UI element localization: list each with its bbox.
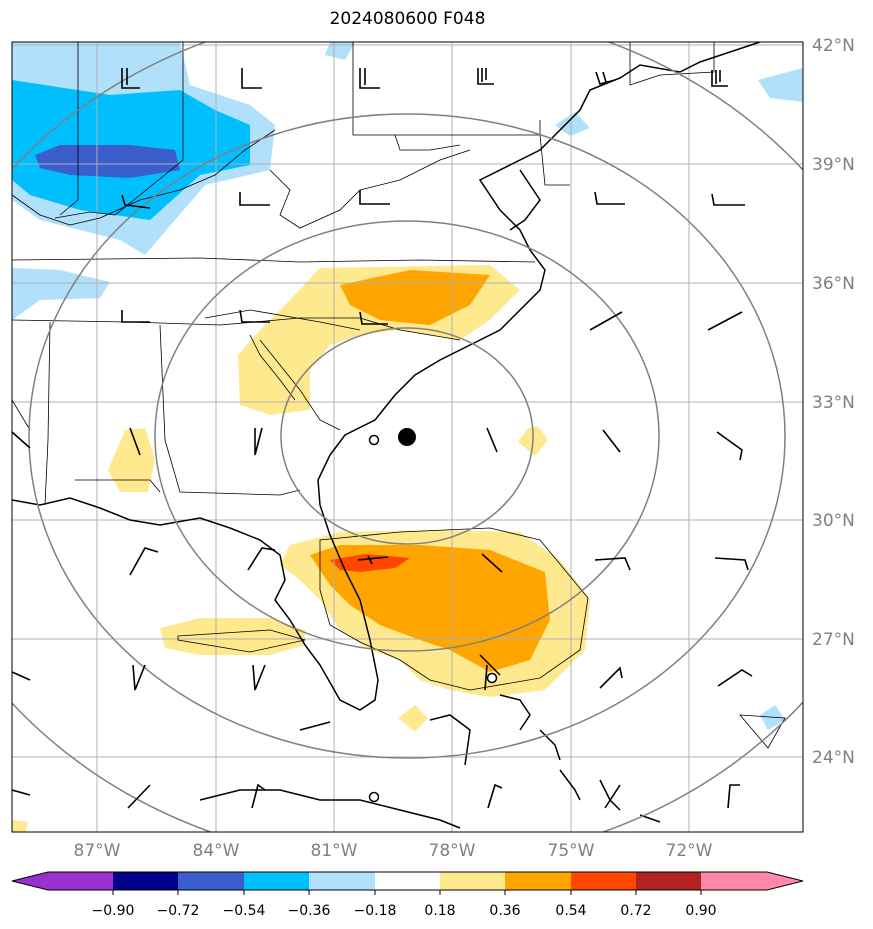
colorbar-bin-2 [113, 872, 179, 890]
colorbar-tick-label: −0.36 [288, 903, 331, 919]
positive-shading [12, 265, 590, 832]
colorbar-extend-low [12, 872, 48, 890]
longitude-labels: 87°W 84°W 81°W 78°W 75°W 72°W [74, 841, 713, 861]
lat-label-30: 30°N [812, 511, 855, 531]
colorbar-ticks [112, 890, 702, 895]
colorbar-tick-label: −0.18 [354, 903, 397, 919]
colorbar-tick-label: −0.72 [157, 903, 200, 919]
storm-center-marker [398, 428, 416, 446]
lat-label-42: 42°N [812, 36, 855, 56]
colorbar-bin-5 [309, 872, 375, 890]
lat-label-33: 33°N [812, 393, 855, 413]
lon-label-81: 81°W [311, 841, 358, 861]
colorbar-tick-label: −0.54 [223, 903, 266, 919]
graticule [12, 42, 803, 832]
colorbar-bin-10 [636, 872, 702, 890]
colorbar-tick-label: 0.72 [620, 903, 651, 919]
lon-label-78: 78°W [429, 841, 476, 861]
colorbar-bin-8 [505, 872, 571, 890]
colorbar: −0.90 −0.72 −0.54 −0.36 −0.18 0.18 0.36 … [11, 871, 804, 919]
lat-label-39: 39°N [812, 155, 855, 175]
colorbar-tick-label: 0.36 [489, 903, 520, 919]
station-circles [368, 434, 498, 803]
colorbar-tick-label: −0.90 [92, 903, 135, 919]
state-borders [12, 42, 786, 749]
colorbar-tick-label: 0.90 [685, 903, 716, 919]
colorbar-bin-4 [244, 872, 310, 890]
lon-label-84: 84°W [193, 841, 240, 861]
lat-label-27: 27°N [812, 630, 855, 650]
colorbar-tick-label: 0.54 [555, 903, 586, 919]
colorbar-bin-9 [571, 872, 637, 890]
colorbar-extend-high [767, 872, 803, 890]
lat-label-36: 36°N [812, 274, 855, 294]
colorbar-outline [11, 871, 804, 891]
colorbar-tick-label: 0.18 [424, 903, 455, 919]
colorbar-bin-1 [48, 872, 114, 890]
lon-label-72: 72°W [666, 841, 713, 861]
colorbar-bin-7 [440, 872, 506, 890]
wind-barbs [12, 68, 753, 809]
map-frame [11, 41, 804, 833]
colorbar-bin-3 [178, 872, 244, 890]
colorbar-bin-11 [701, 872, 767, 890]
lat-label-24: 24°N [812, 748, 855, 768]
lon-label-75: 75°W [548, 841, 595, 861]
lon-label-87: 87°W [74, 841, 121, 861]
map-title: 2024080600 F048 [329, 9, 486, 29]
colorbar-bin-6 [375, 872, 441, 890]
latitude-labels: 42°N 39°N 36°N 33°N 30°N 27°N 24°N [812, 36, 855, 768]
